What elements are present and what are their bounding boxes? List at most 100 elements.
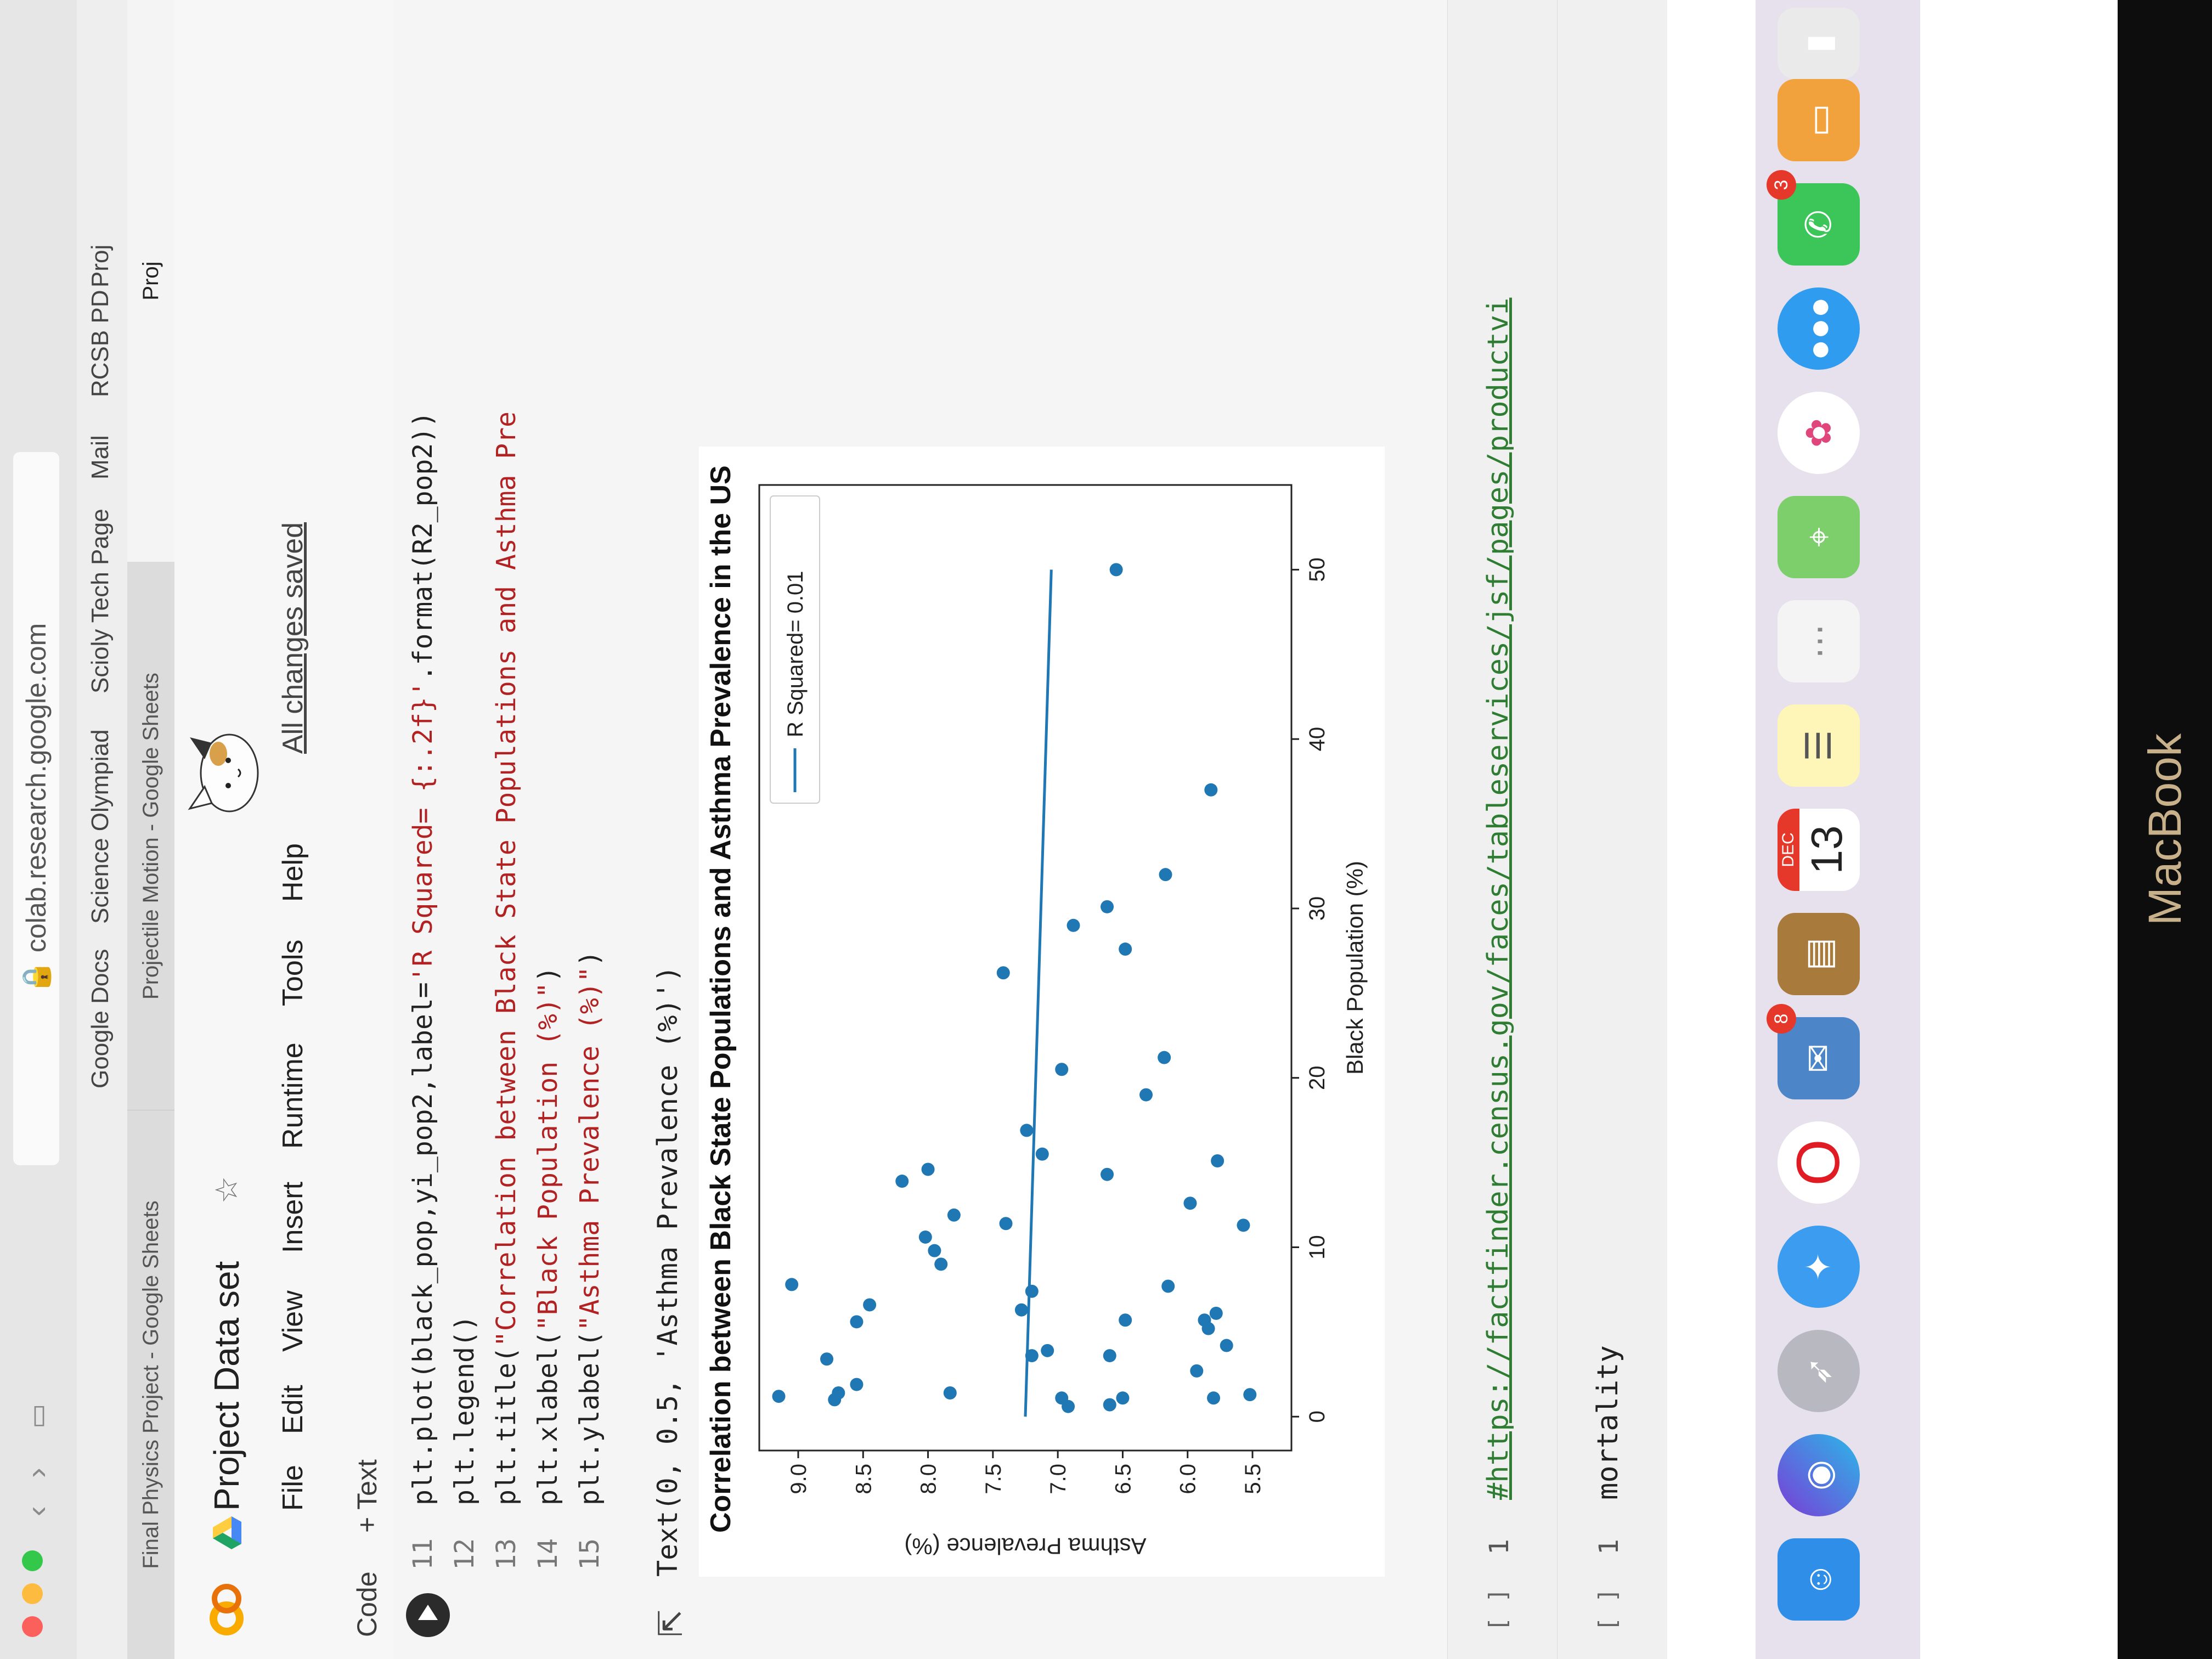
scatter-point (1103, 1349, 1116, 1363)
minimize-window-button[interactable] (22, 1583, 43, 1604)
code-token: plt.xlabel( (533, 1331, 563, 1505)
bookmark-scioly-tech-page[interactable]: Scioly Tech Page (87, 509, 114, 693)
finder-icon[interactable]: ☺ (1778, 1538, 1860, 1621)
cell-run-indicator[interactable]: [ ] (1484, 1588, 1512, 1632)
scatter-point (947, 1208, 961, 1222)
browser-toolbar: ‹ › ▭ 🔒 colab.research.google.com (0, 0, 77, 1659)
scatter-point (1119, 1313, 1132, 1327)
add-text-button[interactable]: + Text (352, 1459, 382, 1533)
colab-cat-mascot-icon (188, 733, 259, 812)
scatter-point (1062, 1400, 1075, 1413)
menu-runtime[interactable]: Runtime (277, 1042, 309, 1149)
calendar-icon[interactable]: DEC 13 (1778, 809, 1860, 891)
scatter-point (1183, 1197, 1197, 1210)
census-url-comment[interactable]: #https://factfinder.census.gov/faces/tab… (1482, 297, 1515, 1500)
scatter-point (1237, 1218, 1250, 1232)
scatter-point (850, 1378, 864, 1391)
reminders-icon[interactable]: ⋯ (1778, 600, 1860, 682)
y-axis-label: Asthma Prevalence (%) (904, 1533, 1146, 1559)
regression-line (1024, 569, 1053, 1417)
bookmarks-bar: Google Docs Science Olympiad Scioly Tech… (77, 0, 128, 1659)
address-bar[interactable]: 🔒 colab.research.google.com (13, 452, 59, 1165)
menu-tools[interactable]: Tools (277, 939, 309, 1006)
menu-help[interactable]: Help (277, 843, 309, 902)
legend-label: R Squared= 0.01 (783, 571, 808, 737)
chart-svg: 0 10 20 30 40 50 5.5 6.0 6.5 7.0 7.5 8.0 8.5 9.0 Black… (758, 484, 1368, 1559)
line-number: 13 (491, 1538, 522, 1570)
string-literal: "Correlation between Black State Populat… (491, 411, 522, 1347)
tab-projectile-motion[interactable]: Projectile Motion - Google Sheets (127, 561, 174, 1110)
code-token: plt.title( (491, 1347, 522, 1505)
mail-badge: 8 (1767, 1004, 1796, 1034)
siri-icon[interactable]: ◉ (1778, 1434, 1860, 1516)
save-status[interactable]: All changes saved (277, 522, 309, 754)
photos-flower-icon[interactable]: ✿ (1778, 392, 1860, 474)
colab-logo-icon[interactable] (207, 1582, 246, 1637)
bookmark-mail[interactable]: Mail (87, 435, 114, 479)
sidebar-icon[interactable]: ▭ (23, 1403, 52, 1429)
line-number: 1 (1484, 1539, 1515, 1555)
calendar-month: DEC (1778, 809, 1799, 891)
safari-compass-icon[interactable]: ✦ (1778, 1226, 1860, 1308)
tab-colab[interactable]: Proj (127, 0, 174, 562)
code-token: plt.plot(black_pop,yi_pop2,label= (408, 982, 438, 1505)
bookmark-rcsb[interactable]: RCSB PD (87, 290, 114, 397)
opera-icon[interactable]: O (1778, 1121, 1860, 1204)
output-arrow-icon[interactable]: ⇱ (652, 1609, 689, 1637)
scatter-point (1101, 1167, 1114, 1181)
scatter-point (1035, 1147, 1049, 1161)
back-arrow-icon[interactable]: ‹ (19, 1506, 54, 1516)
launchpad-rocket-icon[interactable]: ➶ (1778, 1330, 1860, 1412)
string-literal: "Asthma Prevalence (%)" (574, 966, 605, 1331)
cell-run-indicator[interactable]: [ ] (1594, 1588, 1622, 1632)
scatter-point (1190, 1364, 1204, 1378)
close-window-button[interactable] (22, 1616, 43, 1637)
code-token: .format(R2_pop2)) (408, 411, 438, 681)
code-cell[interactable]: 11 plt.plot(black_pop,yi_pop2,label='R Sq… (394, 0, 1447, 1659)
code-text: plt.legend() (447, 1315, 483, 1505)
scatter-point (1139, 1088, 1153, 1102)
bookmark-proj[interactable]: Proj (87, 244, 114, 287)
scatter-point (1243, 1388, 1257, 1402)
scatter-point (1158, 1051, 1171, 1064)
menu-insert[interactable]: Insert (277, 1181, 309, 1253)
url-code-cell[interactable]: [ ] 1 #https://factfinder.census.gov/fac… (1447, 0, 1558, 1659)
y-tick-label: 6.5 (1111, 1464, 1135, 1494)
tab-final-physics[interactable]: Final Physics Project - Google Sheets (127, 1110, 174, 1659)
bookmark-science-olympiad[interactable]: Science Olympiad (87, 729, 114, 924)
laptop-bezel: MacBook (2118, 0, 2212, 1659)
scatter-point (1220, 1339, 1233, 1352)
scatter-point (918, 1230, 932, 1244)
laptop-screen: ‹ › ▭ 🔒 colab.research.google.com Google… (0, 0, 2118, 1659)
notebook-title[interactable]: Project Data set (207, 1261, 246, 1511)
mortality-code-cell[interactable]: [ ] 1 mortality (1557, 0, 1667, 1659)
x-tick-label: 10 (1305, 1235, 1329, 1260)
line-number: 12 (449, 1538, 480, 1570)
menu-file[interactable]: File (277, 1465, 309, 1511)
add-code-button[interactable]: Code (352, 1571, 382, 1637)
maps-icon[interactable]: ⌖ (1778, 496, 1860, 578)
menu-view[interactable]: View (277, 1290, 309, 1352)
line-number: 14 (533, 1538, 563, 1570)
run-cell-button[interactable] (406, 1593, 450, 1637)
numbers-chart-icon[interactable]: ▮ (1778, 8, 1860, 79)
bookmark-google-docs[interactable]: Google Docs (87, 949, 114, 1088)
scatter-point (863, 1298, 877, 1312)
messages-bubble-icon[interactable]: ●●● (1778, 287, 1860, 370)
menu-edit[interactable]: Edit (277, 1385, 309, 1434)
star-icon[interactable]: ☆ (209, 1176, 244, 1204)
scatter-point (1101, 900, 1114, 913)
keynote-icon[interactable]: ▭ (1778, 79, 1860, 161)
contacts-book-icon[interactable]: ▤ (1778, 913, 1860, 995)
zoom-window-button[interactable] (22, 1550, 43, 1571)
scatter-point (999, 1217, 1013, 1231)
forward-arrow-icon[interactable]: › (19, 1468, 54, 1478)
notes-icon[interactable]: ☰ (1778, 704, 1860, 787)
chart-title: Correlation between Black State Populati… (705, 465, 737, 1533)
string-literal: 'R Squared= {:.2f}' (408, 681, 438, 983)
string-literal: "Black Population (%)" (533, 982, 563, 1331)
google-drive-icon[interactable] (213, 1516, 242, 1549)
tab-strip: Final Physics Project - Google Sheets Pr… (127, 0, 175, 1659)
mortality-code[interactable]: mortality (1592, 1345, 1624, 1500)
scatter-point (1201, 1322, 1215, 1335)
